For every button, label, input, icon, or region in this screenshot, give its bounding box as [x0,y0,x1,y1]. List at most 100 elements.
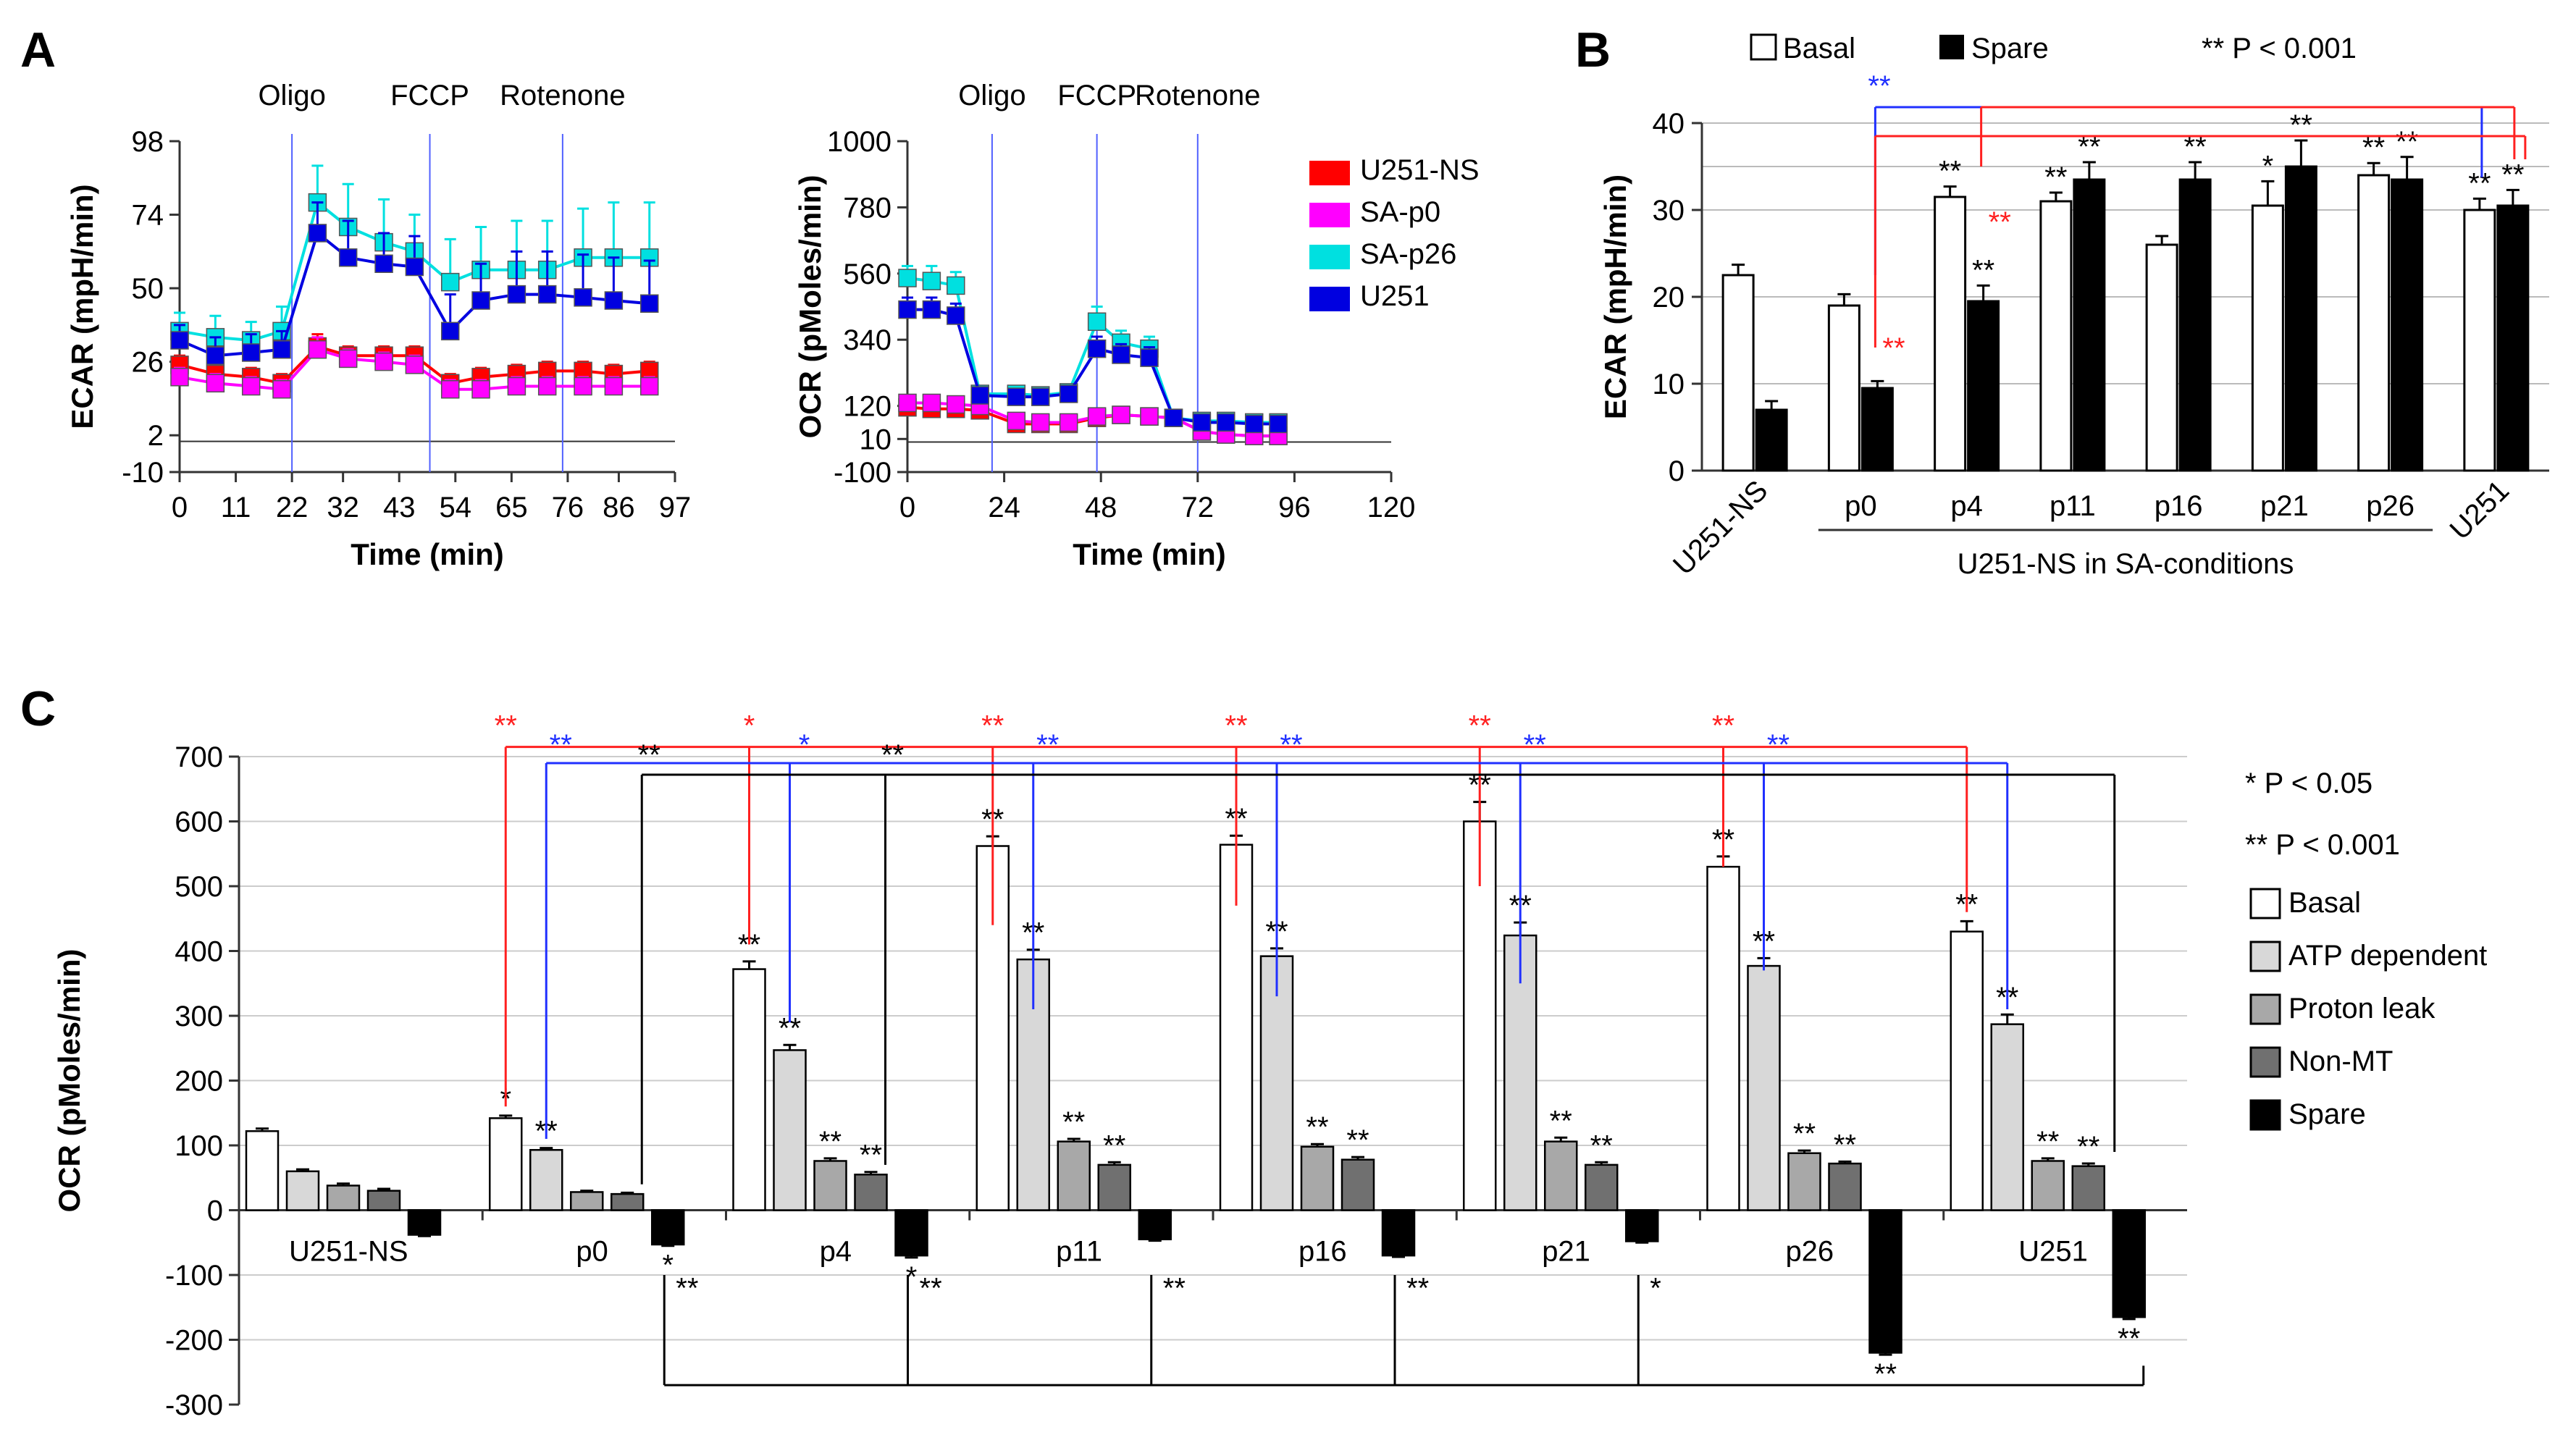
bar-ATP dependent [1259,955,1294,1211]
data-point [206,374,225,393]
data-point [898,393,917,413]
y-tick-label: -100 [834,457,891,489]
x-tick-label: 43 [383,492,416,523]
category-label: p16 [2155,490,2203,522]
data-point [639,294,659,313]
sig-stars: ** [1469,710,1491,742]
sig-stars: ** [1989,206,2011,238]
bar-Non-MT [854,1174,888,1211]
y-tick-label: 700 [175,741,223,773]
legend-label: Proton leak [2288,993,2436,1024]
category-label: p21 [1542,1236,1590,1268]
data-point [507,285,526,304]
sig-stars: ** [2036,1126,2059,1158]
sig-stars: ** [1524,729,1546,761]
bar-Proton leak [1544,1140,1578,1211]
data-point [574,288,592,307]
data-point [1164,408,1183,427]
bar-Spare [2496,204,2530,472]
sig-stars: ** [550,729,572,761]
x-tick-label: 72 [1182,492,1214,523]
bar-Non-MT [366,1190,401,1211]
sig-stars: ** [638,739,660,771]
legend-label: Basal [2288,887,2361,919]
category-label: p4 [820,1236,852,1268]
sig-stars: ** [2468,167,2491,199]
category-label: p11 [1056,1236,1102,1268]
data-point [308,340,327,359]
category-label: p0 [576,1236,608,1268]
sig-stars: ** [1590,1129,1613,1161]
y-tick-label: -100 [165,1260,223,1292]
data-point [440,272,460,292]
data-point [206,346,225,365]
category-label: p11 [2050,490,2096,522]
category-label: p0 [1845,490,1877,522]
legend-label: Spare [2288,1098,2366,1130]
sig-note: ** P < 0.001 [2202,33,2357,64]
legend-label: U251 [1360,280,1430,312]
legend-label: SA-p26 [1360,238,1456,270]
injection-label: Rotenone [1135,80,1260,111]
sig-stars: ** [1406,1272,1429,1304]
data-point [471,380,490,399]
sig-stars: * [799,729,810,761]
bar-Non-MT [1585,1163,1619,1211]
sig-stars: ** [2077,1131,2099,1163]
data-point [1087,312,1107,332]
bar-Proton leak [2031,1160,2065,1211]
data-point [1007,387,1026,406]
x-tick-label: 22 [276,492,309,523]
bar-Basal [2145,243,2178,472]
legend-swatch-basal [1750,33,1777,61]
bar-Spare [1381,1209,1416,1257]
bar-ATP dependent [1990,1023,2024,1211]
x-tick-label: 0 [172,492,188,523]
bar-Spare [894,1209,928,1257]
y-axis-label: ECAR (mpH/min) [1598,174,1632,419]
bar-Non-MT [1097,1163,1131,1211]
sig-stars: ** [2044,161,2067,193]
data-point [1192,413,1212,432]
data-point [272,340,291,359]
data-point [947,395,965,414]
legend-swatch [2249,888,2281,920]
bar-Spare [1860,387,1894,472]
y-tick-label: 500 [175,871,223,903]
y-tick-label: 40 [1653,108,1685,140]
bar-Spare [2073,178,2106,472]
x-tick-label: 86 [603,492,635,523]
bar-Proton leak [326,1184,361,1211]
data-point [471,291,490,310]
sig-stars: ** [881,739,904,771]
data-point [574,376,592,396]
bar-Spare [1625,1209,1659,1242]
injection-label: Oligo [958,80,1025,111]
sig-stars: ** [2501,159,2524,190]
data-point [947,306,965,325]
legend-swatch-U251-NS [1309,161,1350,185]
bar-Non-MT [1828,1162,1862,1211]
sig-stars: ** [1225,710,1247,742]
legend-label: ATP dependent [2288,940,2487,972]
data-point [922,393,941,413]
y-tick-label: 74 [132,200,164,232]
category-label: U251 [2444,474,2516,546]
bar-Basal [732,968,766,1211]
data-point [241,343,261,362]
data-point [604,376,624,396]
data-point [898,269,917,287]
bar-Spare [1138,1209,1172,1241]
bar-Non-MT [2071,1165,2105,1211]
y-tick-label: 560 [843,258,891,290]
legend-swatch [2249,993,2281,1025]
data-point [639,376,659,396]
y-tick-label: -300 [165,1389,223,1421]
category-label: p16 [1299,1236,1347,1268]
sig-stars: ** [1767,729,1790,761]
x-axis-label: Time (min) [351,537,504,571]
y-tick-label: -200 [165,1325,223,1357]
data-point [440,321,460,341]
data-point [374,352,393,371]
panel-label-c: C [20,681,56,736]
